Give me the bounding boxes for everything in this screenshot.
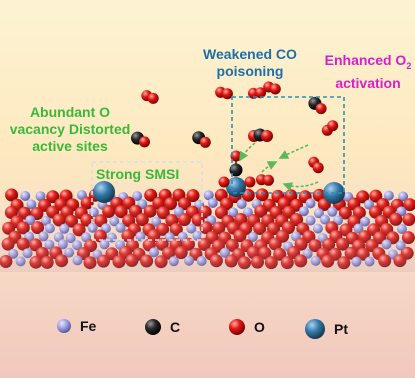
pt-cluster-left [93, 181, 115, 203]
pt-cluster-center [226, 177, 246, 197]
arrow-o-to-pt [282, 181, 319, 192]
arrow-co2-form [261, 161, 278, 173]
o2-molecule-1-b [147, 92, 159, 104]
o2-molecule-6-b [312, 162, 324, 174]
legend-label-pt: Pt [334, 321, 348, 337]
legend-item-c: C [144, 318, 180, 336]
o-atom-icon [229, 319, 245, 335]
weakened-co-poisoning-label: Weakened CO poisoning [203, 46, 297, 79]
legend-label-c: C [170, 319, 181, 335]
c-atom-icon [145, 319, 161, 335]
legend-item-pt: Pt [304, 318, 348, 340]
o2-molecule-4-b [269, 83, 281, 95]
adsorbed-o-left [218, 176, 230, 188]
legend-label-o: O [254, 319, 265, 335]
co2-o2 [261, 130, 273, 142]
slab-shading [0, 190, 415, 272]
co-poisoning-box [231, 96, 345, 194]
pt-atom-icon [305, 319, 325, 339]
strong-smsi-label: Strong SMSI [96, 166, 180, 182]
legend-label-fe: Fe [80, 318, 97, 334]
legend-item-fe: Fe [56, 318, 96, 334]
arrow-o2-split [278, 144, 309, 159]
fe-atom-icon [57, 319, 71, 333]
adsorbed-o-top [230, 150, 242, 162]
o2-molecule-2-b [221, 88, 233, 100]
oxygen-vacancy-label: Abundant O vacancy Distorted active site… [9, 104, 131, 154]
arrow-co-desorb [239, 142, 256, 162]
smsi-box [91, 161, 203, 241]
o2-label-main: Enhanced O [324, 52, 407, 68]
enhanced-o2-activation-label: Enhanced O2 activation [322, 52, 414, 92]
o2-label-rest: activation [335, 74, 401, 91]
iron-oxide-slab [0, 188, 415, 272]
co-molecule-3-o [315, 103, 327, 115]
o2-label-subscript: 2 [406, 60, 412, 71]
o2-molecule-5-b [327, 120, 339, 132]
legend-item-o: O [228, 318, 265, 336]
co-molecule-2-o [199, 136, 211, 148]
o2-molecule-7-b [263, 174, 274, 186]
adsorbed-molecules [93, 81, 345, 204]
o2-molecule-3-b [255, 87, 266, 99]
co-molecule-1-o [139, 136, 150, 148]
adsorbed-o-right [244, 176, 256, 188]
